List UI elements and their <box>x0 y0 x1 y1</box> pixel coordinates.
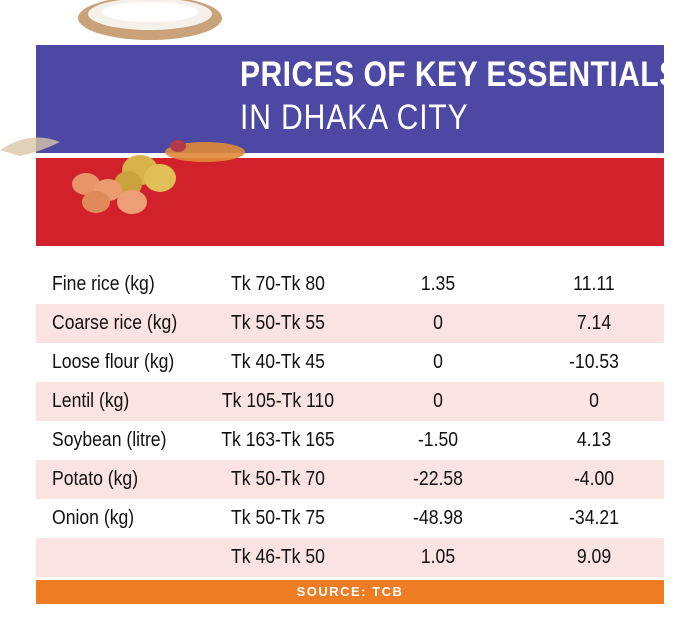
source-label: SOURCE: TCB <box>36 580 664 604</box>
change-value-2: -34.21 <box>569 507 619 529</box>
eggs-potatoes-icon <box>0 137 245 214</box>
change-value-2: 7.14 <box>576 312 612 334</box>
change-value-2: 9.09 <box>576 546 612 568</box>
item-name: Loose flour (kg) <box>52 351 175 373</box>
table-row: Loose flour (kg) Tk 40-Tk 45 0 -10.53 <box>36 343 664 382</box>
change-value-2: -4.00 <box>573 468 615 490</box>
rice-plate-icon <box>78 0 222 40</box>
price-range: Tk 163-Tk 165 <box>221 429 335 451</box>
change-value-1: -22.58 <box>413 468 463 490</box>
price-range: Tk 105-Tk 110 <box>221 390 335 412</box>
change-value-2: 4.13 <box>576 429 612 451</box>
change-value-2: -10.53 <box>569 351 619 373</box>
title-banner <box>36 45 664 153</box>
table-row: Onion (kg) Tk 50-Tk 75 -48.98 -34.21 <box>36 499 664 538</box>
price-range: Tk 70-Tk 80 <box>231 273 325 295</box>
item-name: Soybean (litre) <box>52 429 167 451</box>
change-value-1: -48.98 <box>413 507 463 529</box>
change-value-1: 0 <box>433 390 443 412</box>
change-value-2: 11.11 <box>573 273 615 295</box>
table-row: Tk 46-Tk 50 1.05 9.09 <box>36 538 664 577</box>
page-subtitle: IN DHAKA CITY <box>240 98 469 137</box>
change-value-1: 0 <box>433 351 443 373</box>
item-name: Lentil (kg) <box>52 390 130 412</box>
table-row: Lentil (kg) Tk 105-Tk 110 0 0 <box>36 382 664 421</box>
item-name: Potato (kg) <box>52 468 139 490</box>
change-value-1: 1.35 <box>420 273 456 295</box>
change-value-1: 0 <box>433 312 443 334</box>
page-title: PRICES OF KEY ESSENTIALS <box>240 55 674 94</box>
price-table: Fine rice (kg) Tk 70-Tk 80 1.35 11.11 Co… <box>36 265 664 577</box>
price-range: Tk 40-Tk 45 <box>231 351 325 373</box>
price-range: Tk 50-Tk 75 <box>231 507 325 529</box>
table-row: Coarse rice (kg) Tk 50-Tk 55 0 7.14 <box>36 304 664 343</box>
change-value-1: -1.50 <box>417 429 459 451</box>
change-value-1: 1.05 <box>420 546 456 568</box>
table-row: Potato (kg) Tk 50-Tk 70 -22.58 -4.00 <box>36 460 664 499</box>
item-name: Fine rice (kg) <box>52 273 155 295</box>
table-row: Soybean (litre) Tk 163-Tk 165 -1.50 4.13 <box>36 421 664 460</box>
price-range: Tk 50-Tk 55 <box>231 312 325 334</box>
price-range: Tk 50-Tk 70 <box>231 468 325 490</box>
item-name: Onion (kg) <box>52 507 135 529</box>
item-name: Coarse rice (kg) <box>52 312 178 334</box>
price-range: Tk 46-Tk 50 <box>231 546 325 568</box>
table-row: Fine rice (kg) Tk 70-Tk 80 1.35 11.11 <box>36 265 664 304</box>
change-value-2: 0 <box>589 390 599 412</box>
